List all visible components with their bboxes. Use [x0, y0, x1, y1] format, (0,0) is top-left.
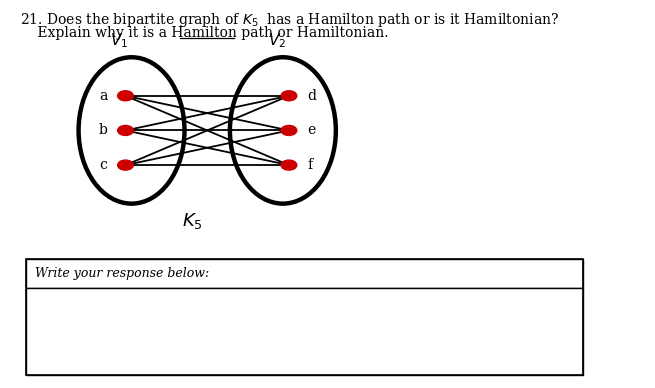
- Circle shape: [281, 91, 297, 101]
- Circle shape: [118, 91, 134, 101]
- Circle shape: [118, 160, 134, 170]
- Text: d: d: [307, 89, 316, 103]
- Text: Write your response below:: Write your response below:: [35, 267, 209, 281]
- Text: c: c: [100, 158, 107, 172]
- Text: e: e: [307, 123, 315, 137]
- Circle shape: [281, 125, 297, 135]
- FancyBboxPatch shape: [26, 288, 582, 375]
- Text: $K_5$: $K_5$: [181, 211, 202, 231]
- Text: $V_2$: $V_2$: [268, 31, 286, 50]
- Circle shape: [281, 160, 297, 170]
- Text: b: b: [98, 123, 107, 137]
- Circle shape: [118, 125, 134, 135]
- Text: Explain why it is a Hamilton path or Hamiltonian.: Explain why it is a Hamilton path or Ham…: [20, 26, 388, 40]
- Text: a: a: [99, 89, 107, 103]
- FancyBboxPatch shape: [26, 260, 582, 288]
- Text: 21. Does the bipartite graph of $K_5$  has a Hamilton path or is it Hamiltonian?: 21. Does the bipartite graph of $K_5$ ha…: [20, 11, 559, 29]
- Text: f: f: [307, 158, 312, 172]
- Text: $V_1$: $V_1$: [110, 31, 128, 50]
